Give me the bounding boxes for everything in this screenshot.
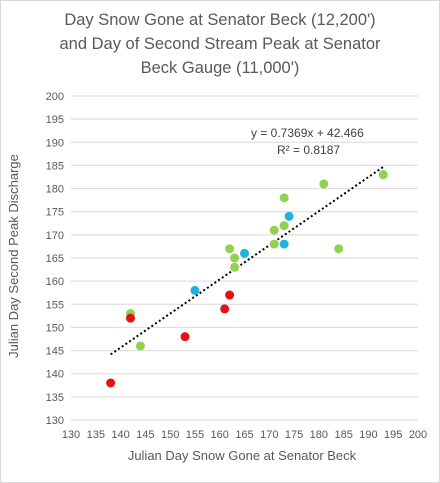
x-tick-label: 130 xyxy=(62,429,80,441)
y-tick-label: 160 xyxy=(46,276,64,288)
x-tick-label: 140 xyxy=(111,429,129,441)
y-tick-label: 200 xyxy=(46,91,64,103)
chart-title: Day Snow Gone at Senator Beck (12,200') … xyxy=(0,8,440,80)
data-point xyxy=(190,285,200,295)
data-point xyxy=(269,239,279,249)
data-point xyxy=(106,378,116,388)
y-tick-label: 190 xyxy=(46,137,64,149)
grid-lines xyxy=(71,95,418,421)
trendline-r-squared: R² = 0.8187 xyxy=(277,143,340,157)
data-point xyxy=(220,304,230,314)
y-tick-label: 150 xyxy=(46,322,64,334)
data-point xyxy=(125,313,135,323)
x-tick-label: 155 xyxy=(186,429,204,441)
trendline-equation: y = 0.7369x + 42.466 xyxy=(251,126,364,140)
y-tick-label: 170 xyxy=(46,230,64,242)
x-tick-label: 160 xyxy=(211,429,229,441)
data-point xyxy=(230,253,240,263)
y-tick-label: 185 xyxy=(46,160,64,172)
x-tick-label: 190 xyxy=(359,429,377,441)
x-tick-label: 185 xyxy=(334,429,352,441)
y-tick-label: 175 xyxy=(46,207,64,219)
y-tick-label: 135 xyxy=(46,392,64,404)
data-point xyxy=(225,290,235,300)
x-tick-label: 200 xyxy=(409,429,427,441)
x-tick-labels: 130 135 140 145 150 155 160 165 170 175 180 185 190 1… xyxy=(62,429,427,441)
x-tick-label: 150 xyxy=(161,429,179,441)
y-tick-label: 180 xyxy=(46,184,64,196)
chart-title-line-3: Beck Gauge (11,000') xyxy=(140,59,300,77)
y-tick-label: 155 xyxy=(46,299,64,311)
data-point xyxy=(279,221,289,231)
data-point xyxy=(279,193,289,203)
y-tick-label: 165 xyxy=(46,253,64,265)
chart-title-line-1: Day Snow Gone at Senator Beck (12,200') xyxy=(64,11,376,29)
data-point xyxy=(334,244,344,254)
y-tick-label: 195 xyxy=(46,114,64,126)
data-point xyxy=(378,170,388,180)
trendline-group xyxy=(110,166,384,356)
data-point xyxy=(319,179,329,189)
data-points xyxy=(106,170,388,388)
data-point xyxy=(269,225,279,235)
x-tick-label: 175 xyxy=(285,429,303,441)
data-point xyxy=(284,211,294,221)
data-point xyxy=(180,332,190,342)
y-tick-label: 130 xyxy=(46,415,64,427)
data-point xyxy=(230,262,240,272)
x-tick-label: 145 xyxy=(136,429,154,441)
x-tick-label: 180 xyxy=(310,429,328,441)
x-axis-label: Julian Day Snow Gone at Senator Beck xyxy=(128,448,357,463)
data-point xyxy=(225,244,235,254)
y-tick-label: 140 xyxy=(46,369,64,381)
x-tick-label: 195 xyxy=(384,429,402,441)
y-tick-labels: 130 135 140 145 150 155 160 165 170 175 180 185 190 1… xyxy=(46,91,64,427)
x-tick-label: 165 xyxy=(235,429,253,441)
chart-title-line-2: and Day of Second Stream Peak at Senator xyxy=(59,35,381,53)
y-axis-label: Julian Day Second Peak Discharge xyxy=(6,154,21,358)
data-point xyxy=(135,341,145,351)
y-tick-label: 145 xyxy=(46,346,64,358)
data-point xyxy=(279,239,289,249)
data-point xyxy=(240,248,249,258)
trendline xyxy=(110,166,384,356)
x-tick-label: 135 xyxy=(87,429,105,441)
x-tick-label: 170 xyxy=(260,429,278,441)
